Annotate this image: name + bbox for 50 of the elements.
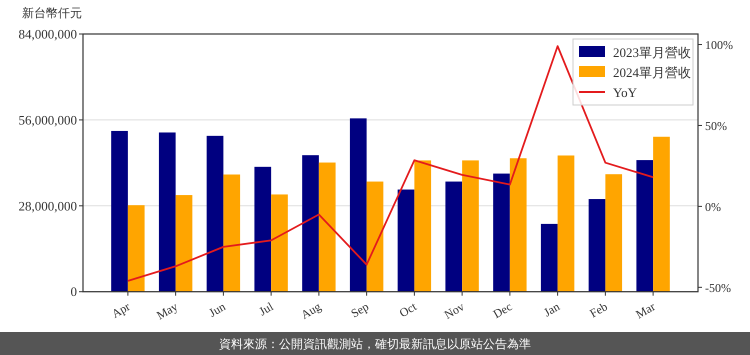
x-tick-label: Mar bbox=[633, 299, 658, 322]
y2-tick-label: -50% bbox=[705, 280, 731, 295]
y-tick-label: 84,000,000 bbox=[18, 26, 77, 42]
legend-label: YoY bbox=[613, 85, 638, 100]
bar bbox=[636, 160, 654, 292]
x-tick-label: Nov bbox=[442, 299, 467, 322]
x-tick-label: May bbox=[154, 299, 180, 322]
bar bbox=[128, 205, 145, 292]
bar bbox=[302, 155, 319, 292]
bar bbox=[588, 199, 606, 292]
x-tick-label: Dec bbox=[490, 299, 514, 322]
legend-label: 2024單月營收 bbox=[613, 65, 691, 80]
bar bbox=[398, 190, 414, 292]
bar bbox=[558, 155, 574, 292]
y-tick-label: 28,000,000 bbox=[18, 198, 77, 214]
bar bbox=[462, 160, 479, 292]
bar bbox=[605, 174, 622, 292]
bar bbox=[223, 174, 240, 292]
bar bbox=[318, 162, 336, 292]
y-tick-label: 56,000,000 bbox=[18, 112, 77, 128]
bar bbox=[445, 182, 462, 292]
line-series bbox=[126, 45, 654, 282]
bar bbox=[254, 166, 272, 292]
y-tick-label: 0 bbox=[70, 284, 77, 300]
y-axis-title: 新台幣仟元 bbox=[22, 6, 82, 20]
bar bbox=[493, 174, 510, 292]
y2-tick-label: 100% bbox=[705, 38, 733, 52]
x-tick-label: Oct bbox=[396, 299, 420, 320]
x-tick-label: Jun bbox=[206, 299, 228, 320]
x-tick-label: Jan bbox=[541, 299, 562, 320]
bar bbox=[111, 130, 128, 292]
bar bbox=[158, 132, 176, 292]
bar bbox=[176, 195, 192, 292]
x-tick-label: Apr bbox=[109, 299, 132, 321]
legend-label: 2023單月營收 bbox=[613, 45, 691, 60]
bar bbox=[206, 136, 224, 292]
x-tick-label: Feb bbox=[587, 299, 610, 320]
bar bbox=[510, 158, 527, 292]
x-tick-label: Sep bbox=[348, 299, 372, 320]
bar bbox=[653, 136, 670, 292]
source-note: 資料來源：公開資訊觀測站，確切最新訊息以原站公告為準 bbox=[219, 337, 531, 351]
x-tick-label: Jul bbox=[256, 299, 276, 318]
x-tick-label: Aug bbox=[298, 299, 324, 322]
bar bbox=[540, 224, 558, 292]
bar bbox=[350, 118, 367, 292]
y2-tick-label: 0% bbox=[705, 200, 721, 214]
bar bbox=[366, 182, 384, 292]
bar bbox=[271, 194, 288, 292]
y2-tick-label: 50% bbox=[705, 118, 727, 133]
bar bbox=[414, 160, 432, 292]
